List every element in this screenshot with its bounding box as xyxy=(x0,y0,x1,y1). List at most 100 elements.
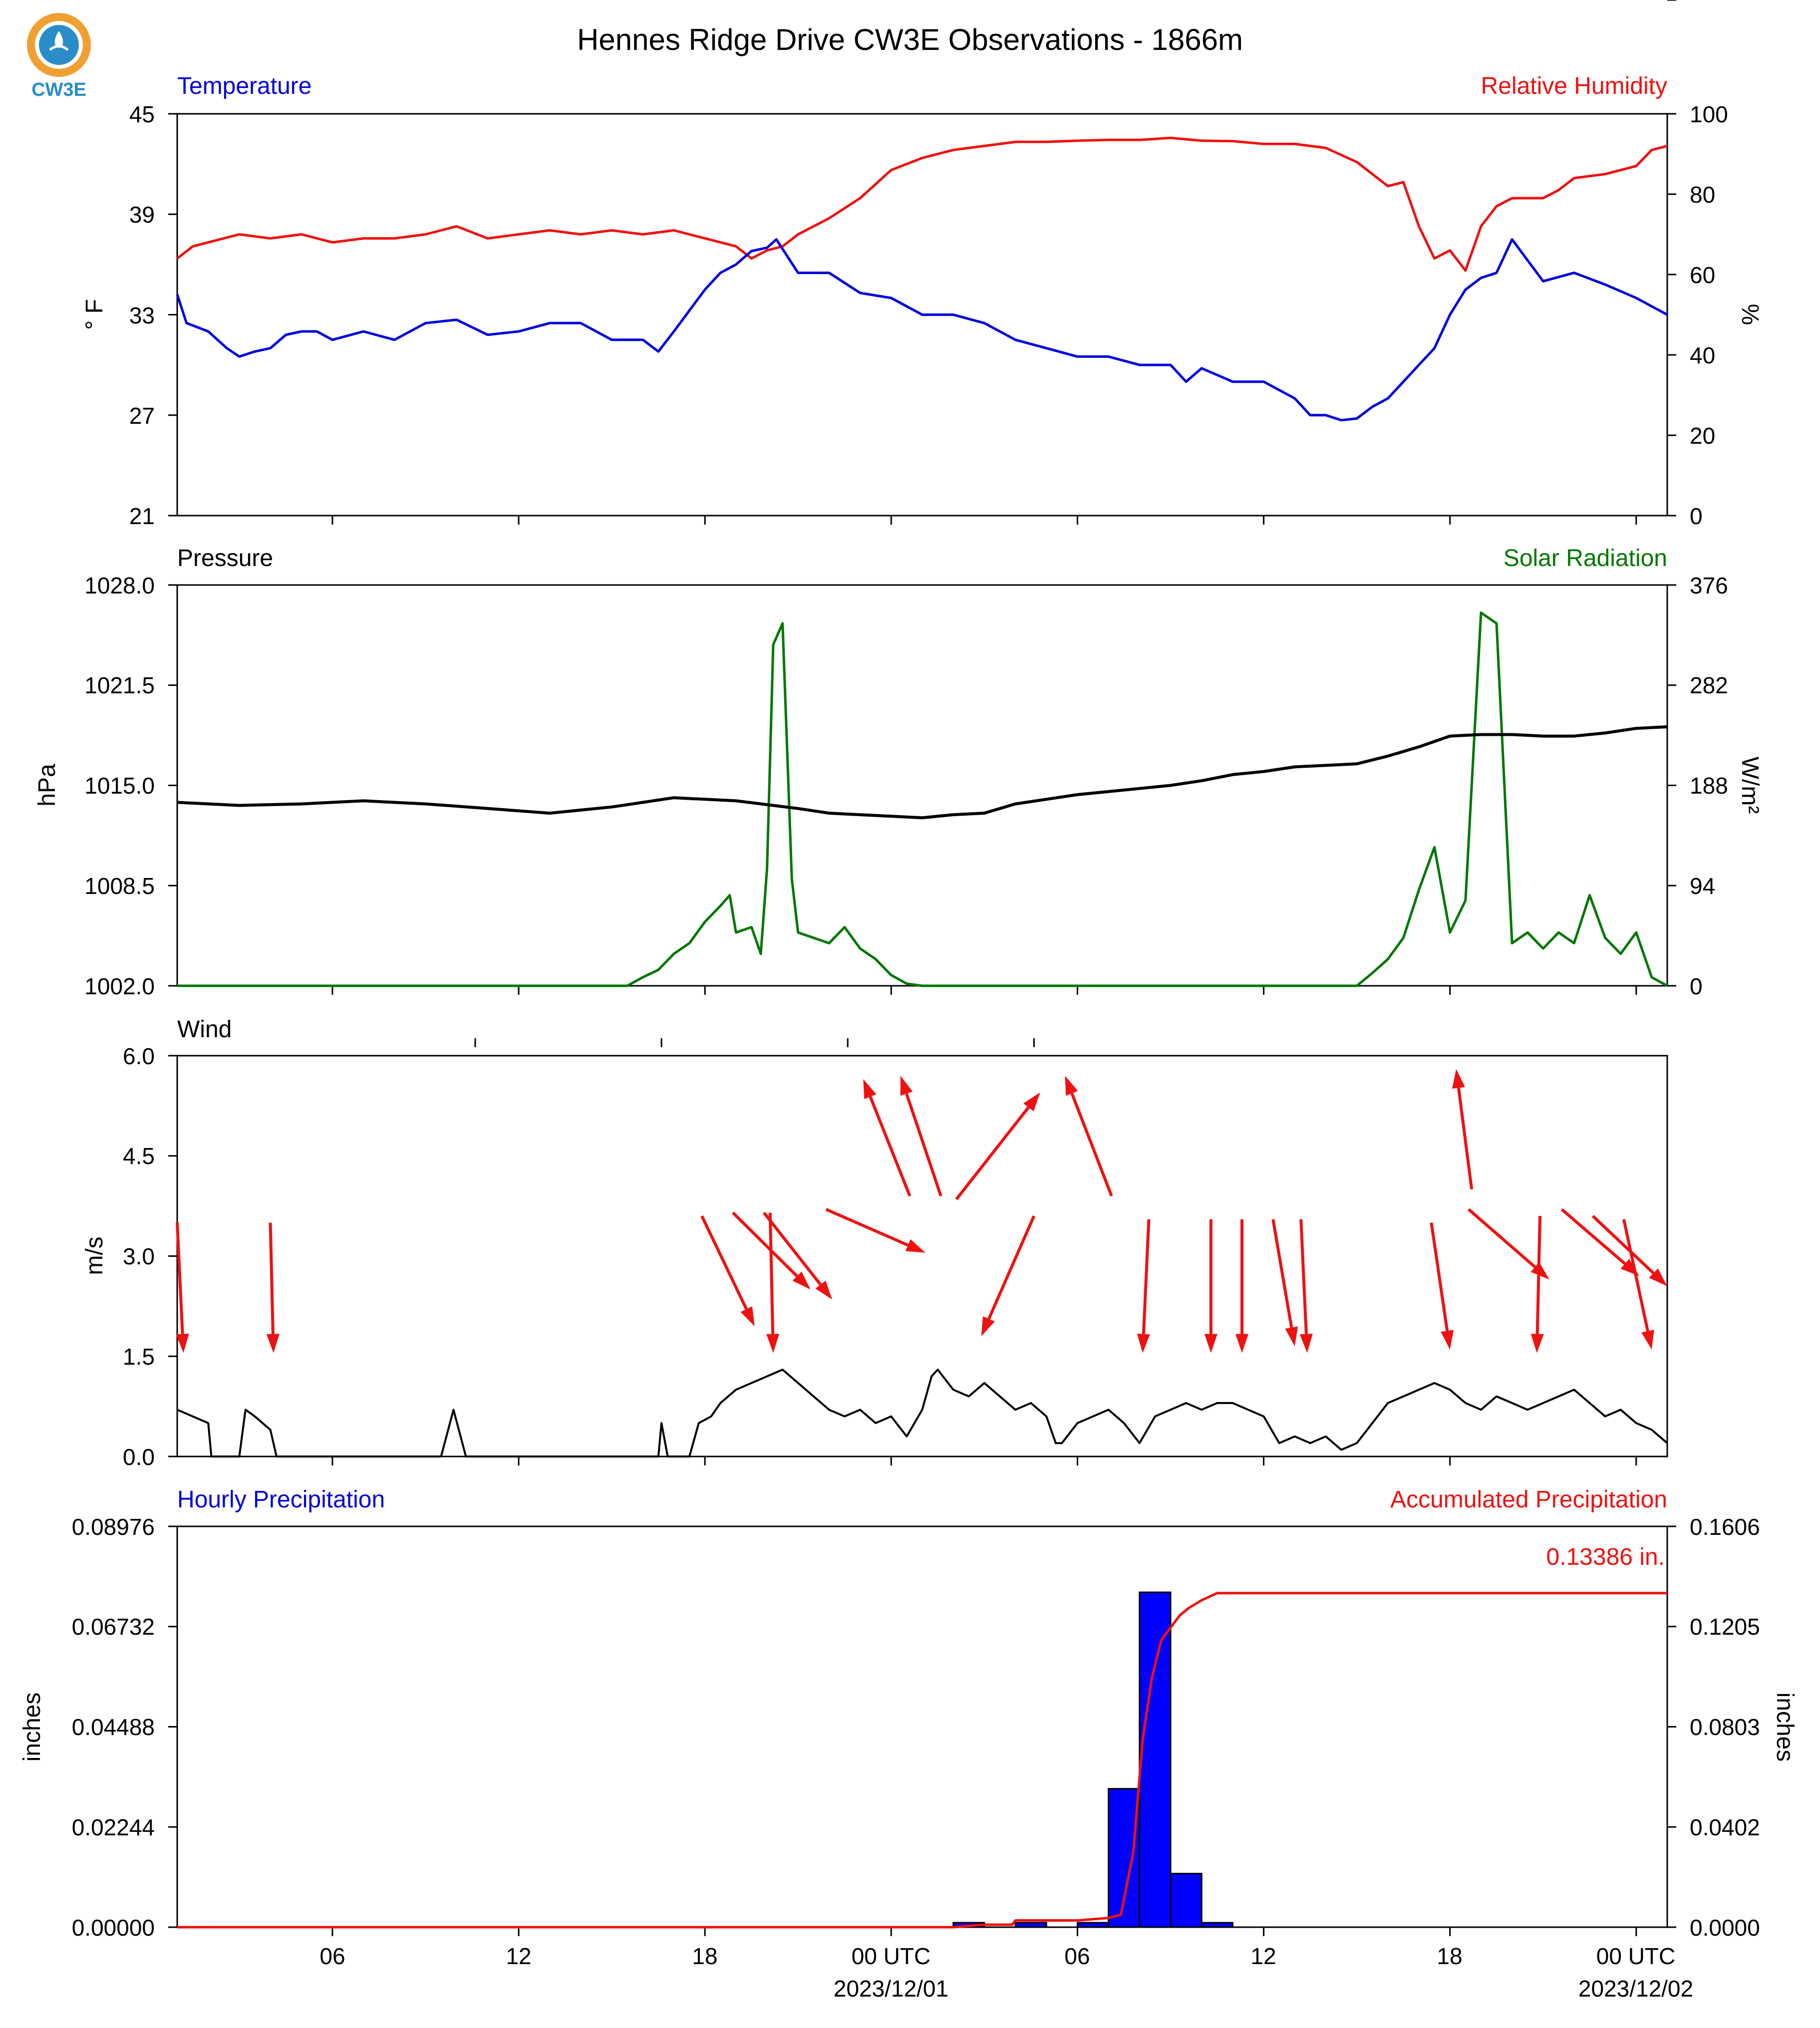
logo-text: CW3E xyxy=(31,79,86,100)
xtick-date-b: 2023/12/02 xyxy=(1578,1976,1693,2002)
precip-ytick-3: 0.06732 xyxy=(72,1614,155,1640)
precip-bar-6 xyxy=(1201,1922,1233,1928)
pres-ytick-1002: 1002.0 xyxy=(84,973,155,999)
wind-series-layer xyxy=(168,0,1676,1465)
wind-arrow-shaft-9 xyxy=(955,1106,1030,1200)
precip-ytick-1: 0.02244 xyxy=(72,1814,155,1840)
rh-ytick-100: 100 xyxy=(1690,101,1728,127)
wind-arrow-shaft-4 xyxy=(762,1211,822,1286)
wind-speed-line xyxy=(177,1369,1668,1457)
xtick-label-12a: 12 xyxy=(506,1943,531,1969)
wind-arrow-head-6 xyxy=(905,1239,925,1253)
wind-arrow-shaft-0 xyxy=(176,1222,184,1334)
wind-arrow-head-17 xyxy=(1441,1330,1454,1350)
precip-ytick-2: 0.04488 xyxy=(72,1714,155,1740)
accum-ytick-0: 0.0000 xyxy=(1690,1915,1760,1941)
xtick-label-06a: 06 xyxy=(319,1943,345,1969)
solar-y-unit: W/m² xyxy=(1737,757,1763,814)
rh-ytick-0: 0 xyxy=(1690,503,1703,529)
temperature-series-layer xyxy=(168,113,1676,525)
precip-ytick-4: 0.08976 xyxy=(72,1514,155,1540)
accum-ytick-3: 0.1205 xyxy=(1690,1614,1760,1640)
wind-arrow-shaft-16 xyxy=(1299,1219,1308,1334)
x-axis-labels: 06 12 18 00 UTC 2023/12/01 06 12 18 00 U… xyxy=(319,1943,1693,2002)
solar-ytick-376: 376 xyxy=(1690,573,1728,598)
wind-arrow-head-9 xyxy=(1023,1092,1040,1112)
precip-series-layer xyxy=(168,1525,1676,1936)
solar-ytick-94: 94 xyxy=(1690,873,1715,899)
wind-arrow-head-14 xyxy=(1235,1334,1249,1353)
precip-ytick-0: 0.00000 xyxy=(72,1915,155,1941)
wind-arrow-head-20 xyxy=(1530,1334,1544,1353)
xtick-label-18a: 18 xyxy=(692,1943,717,1969)
wind-arrow-head-16 xyxy=(1299,1333,1313,1353)
precip-bar-2 xyxy=(1076,1922,1110,1928)
wind-arrow-head-12 xyxy=(1137,1333,1150,1353)
wind-ytick-3: 3.0 xyxy=(123,1243,155,1269)
wind-arrow-shaft-2 xyxy=(700,1215,748,1310)
temperature-panel: Temperature Relative Humidity ° F % 21 2… xyxy=(81,73,1763,529)
humidity-y-unit: % xyxy=(1737,304,1763,325)
wind-title: Wind xyxy=(177,1016,232,1043)
wind-arrow-head-22 xyxy=(1649,1268,1667,1286)
precip-y-unit-left: inches xyxy=(19,1693,45,1762)
wind-arrow-shaft-3 xyxy=(732,1211,798,1277)
temp-ytick-21: 21 xyxy=(129,503,155,529)
wind-arrow-shaft-1 xyxy=(269,1222,275,1334)
wind-arrow-head-5 xyxy=(766,1334,780,1353)
solar-ytick-0: 0 xyxy=(1690,973,1703,999)
temperature-title: Temperature xyxy=(177,73,311,99)
wind-ytick-1.5: 1.5 xyxy=(123,1344,155,1370)
wind-arrow-shaft-19 xyxy=(1468,1208,1536,1268)
solar-ytick-188: 188 xyxy=(1690,773,1728,799)
accum-ytick-1: 0.0402 xyxy=(1690,1814,1760,1840)
humidity-line xyxy=(176,136,1668,272)
rh-ytick-20: 20 xyxy=(1690,423,1715,449)
wind-arrow-shaft-21 xyxy=(1560,1208,1626,1265)
wind-arrow-head-7 xyxy=(863,1079,877,1099)
wind-arrow-shaft-11 xyxy=(1070,1093,1113,1197)
temperature-line xyxy=(176,238,1668,422)
precip-bar-3 xyxy=(1108,1788,1141,1928)
pres-ytick-1015: 1015.0 xyxy=(84,773,155,799)
wind-ytick-0: 0.0 xyxy=(123,1444,155,1470)
rh-ytick-80: 80 xyxy=(1690,182,1715,208)
accum-precip-title: Accumulated Precipitation xyxy=(1390,1486,1667,1513)
wind-y-unit: m/s xyxy=(81,1236,108,1275)
solar-title: Solar Radiation xyxy=(1504,545,1667,572)
precip-bar-5 xyxy=(1170,1873,1203,1928)
wind-arrow-head-3 xyxy=(792,1271,811,1290)
wind-arrow-head-11 xyxy=(1065,1076,1078,1096)
wind-arrow-head-1 xyxy=(266,1334,280,1353)
temp-ytick-39: 39 xyxy=(129,202,155,228)
wind-arrow-shaft-7 xyxy=(869,1096,911,1197)
wind-arrow-shaft-5 xyxy=(768,1212,775,1334)
precip-bar-4 xyxy=(1139,1591,1172,1928)
solar-radiation-line xyxy=(177,611,1668,987)
wind-arrow-head-10 xyxy=(981,1316,995,1337)
pressure-panel: Pressure Solar Radiation hPa W/m² 1002.0… xyxy=(34,545,1763,999)
wind-arrow-head-15 xyxy=(1285,1326,1298,1347)
wind-arrow-shaft-15 xyxy=(1271,1219,1293,1328)
rh-ytick-60: 60 xyxy=(1690,262,1715,288)
precip-total-label: 0.13386 in. xyxy=(1546,1544,1665,1570)
pressure-line xyxy=(177,725,1668,820)
xtick-label-18b: 18 xyxy=(1437,1943,1462,1969)
wind-ytick-4.5: 4.5 xyxy=(123,1143,155,1169)
wind-arrow-head-23 xyxy=(1641,1329,1654,1350)
wind-panel: Wind m/s 0.0 1.5 3.0 4.5 6.0 xyxy=(81,0,1676,1470)
solar-ytick-282: 282 xyxy=(1690,672,1728,698)
pressure-series-layer xyxy=(168,584,1676,995)
pressure-title: Pressure xyxy=(177,545,273,572)
wind-arrow-shaft-20 xyxy=(1535,1216,1542,1334)
wind-arrow-head-2 xyxy=(740,1306,755,1327)
xtick-label-12b: 12 xyxy=(1250,1943,1276,1969)
wind-arrow-shaft-8 xyxy=(905,1093,942,1197)
precip-y-unit-right: inches xyxy=(1772,1693,1798,1762)
xtick-label-00b: 00 UTC xyxy=(1596,1943,1675,1969)
wind-arrow-head-13 xyxy=(1204,1334,1217,1353)
wind-arrow-shaft-12 xyxy=(1142,1219,1151,1334)
pressure-y-unit: hPa xyxy=(34,764,60,807)
pres-ytick-1008: 1008.5 xyxy=(84,873,155,899)
chart-title: Hennes Ridge Drive CW3E Observations - 1… xyxy=(577,23,1243,56)
